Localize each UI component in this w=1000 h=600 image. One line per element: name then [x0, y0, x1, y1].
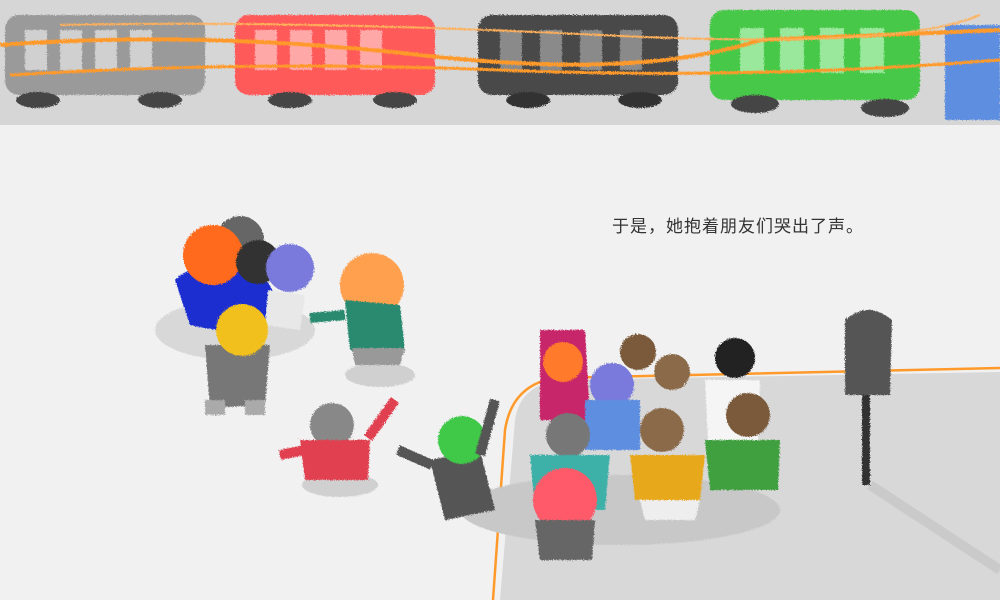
- bus-red: [235, 15, 435, 108]
- story-caption: 于是，她抱着朋友们哭出了声。: [612, 217, 864, 237]
- child-red-sweater: [279, 397, 400, 497]
- hugging-group: [155, 216, 315, 415]
- bus-green: [710, 10, 920, 117]
- bus-blue-edge: [945, 25, 1000, 120]
- parking-meter: [845, 310, 1000, 575]
- bus-grey: [5, 15, 205, 108]
- child-orange-hair: [309, 253, 415, 387]
- bus-row: [0, 10, 1000, 120]
- waving-crowd: [395, 330, 780, 560]
- bus-black: [478, 15, 678, 108]
